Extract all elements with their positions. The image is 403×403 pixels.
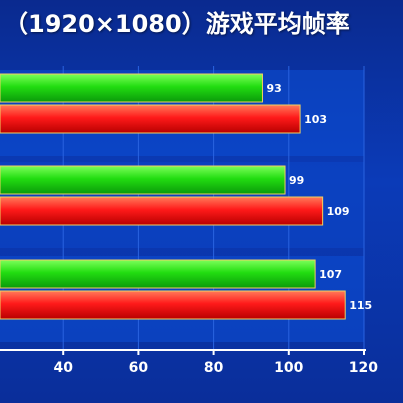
- tick-label: 80: [204, 360, 224, 376]
- bar: [0, 290, 346, 320]
- bar: [0, 165, 286, 195]
- data-label: 107: [319, 268, 342, 281]
- chart-title: （1920×1080）游戏平均帧率: [4, 10, 350, 38]
- bar: [0, 196, 324, 226]
- bar: [0, 73, 263, 103]
- data-label: 93: [266, 82, 281, 95]
- tick-label: 40: [53, 360, 73, 376]
- bar: [0, 259, 316, 289]
- data-label: 103: [304, 113, 327, 126]
- data-label: 109: [327, 205, 350, 218]
- bar: [0, 104, 301, 134]
- tick-label: 100: [274, 360, 303, 376]
- data-label: 115: [349, 299, 372, 312]
- data-label: 99: [289, 174, 304, 187]
- tick-label: 120: [349, 360, 378, 376]
- tick-label: 60: [129, 360, 149, 376]
